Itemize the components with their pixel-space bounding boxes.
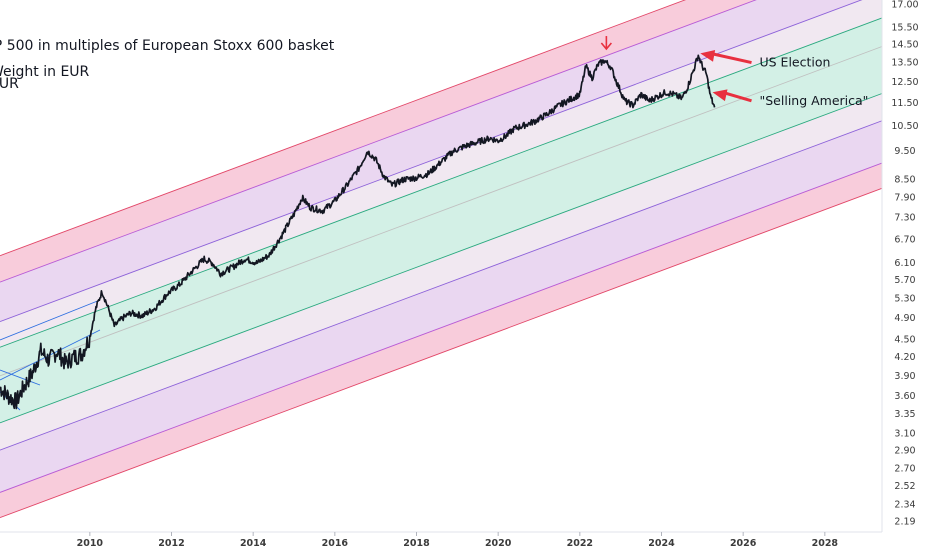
- x-tick-label-0: 2010: [77, 538, 104, 549]
- y-tick-label-12: 6.10: [894, 258, 915, 269]
- y-tick-label-7: 9.50: [894, 146, 915, 157]
- x-tick-label-7: 2024: [648, 538, 675, 549]
- y-tick-label-18: 3.90: [894, 371, 915, 382]
- channel-line-1: [0, 162, 883, 493]
- channel-line-6: [0, 0, 863, 322]
- y-tick-label-5: 11.50: [891, 98, 918, 109]
- channel-lines: [0, 0, 883, 519]
- fan-line-0: [0, 299, 101, 341]
- x-tick-label-6: 2022: [567, 538, 593, 549]
- chart-title-block: S&P 500 in multiples of European Stoxx 6…: [0, 38, 335, 92]
- channel-line-4: [0, 46, 883, 377]
- channel-band-1: [0, 120, 882, 493]
- annotation-label-0: US Election: [760, 55, 831, 70]
- y-tick-label-2: 14.50: [891, 40, 918, 51]
- y-tick-label-24: 2.52: [894, 481, 915, 492]
- fan-line-2: [0, 369, 41, 386]
- x-tick-label-1: 2012: [158, 538, 184, 549]
- y-tick-label-14: 5.30: [894, 293, 915, 304]
- channel-bands: [0, 0, 882, 518]
- y-tick-label-6: 10.50: [891, 121, 918, 132]
- channel-band-2: [0, 93, 882, 451]
- peak-arrow-head: [600, 42, 612, 51]
- y-tick-label-21: 3.10: [894, 429, 915, 440]
- x-tick-label-9: 2028: [812, 538, 839, 549]
- annotation-arrow-0: [709, 51, 752, 65]
- y-tick-label-4: 12.50: [891, 77, 918, 88]
- y-tick-label-10: 7.30: [894, 213, 915, 224]
- channel-line-8: [0, 0, 687, 257]
- y-tick-label-9: 7.90: [894, 193, 915, 204]
- y-tick-label-19: 3.60: [894, 391, 915, 402]
- annotation-arrow-1: [722, 90, 752, 103]
- annotation-arrowhead-1: [712, 89, 728, 102]
- x-tick-label-8: 2026: [730, 538, 757, 549]
- channel-band-3: [0, 17, 882, 423]
- y-tick-label-13: 5.70: [894, 275, 915, 286]
- channel-line-5: [0, 17, 883, 348]
- channel-band-0: [0, 163, 882, 518]
- channel-band-4: [0, 0, 882, 348]
- channel-line-3: [0, 93, 883, 424]
- y-tick-label-1: 15.50: [891, 23, 918, 34]
- channel-line-2: [0, 120, 883, 451]
- y-tick-label-16: 4.50: [894, 335, 915, 346]
- y-tick-label-11: 6.70: [894, 234, 915, 245]
- y-tick-label-20: 3.35: [894, 409, 915, 420]
- y-tick-label-22: 2.90: [894, 446, 915, 457]
- y-tick-label-0: 17.00: [891, 0, 918, 10]
- series-line-group: [0, 54, 716, 410]
- y-tick-label-3: 13.50: [891, 58, 918, 69]
- y-tick-label-25: 2.34: [894, 500, 915, 511]
- x-tick-label-4: 2018: [403, 538, 430, 549]
- x-tick-label-3: 2016: [322, 538, 349, 549]
- y-tick-label-17: 4.20: [894, 352, 915, 363]
- annotation-arrowhead-0: [700, 49, 716, 62]
- y-tick-label-23: 2.70: [894, 464, 915, 475]
- chart-title-line-1: S&P 500 in multiples of European Stoxx 6…: [0, 38, 335, 54]
- y-tick-label-15: 4.90: [894, 313, 915, 324]
- y-tick-label-8: 8.50: [894, 174, 915, 185]
- x-tick-label-2: 2014: [240, 538, 267, 549]
- channel-line-7: [0, 0, 757, 283]
- annotation-label-1: "Selling America": [760, 93, 869, 108]
- x-tick-label-5: 2020: [485, 538, 512, 549]
- series-line: [0, 54, 716, 410]
- chart-title-line-2: Weight in EUR: [0, 64, 90, 80]
- annotations: US Election "Selling America": [600, 36, 869, 108]
- chart-title-line-3: EUR: [0, 76, 19, 92]
- channel-line-0: [0, 187, 883, 519]
- y-tick-label-26: 2.19: [894, 516, 915, 527]
